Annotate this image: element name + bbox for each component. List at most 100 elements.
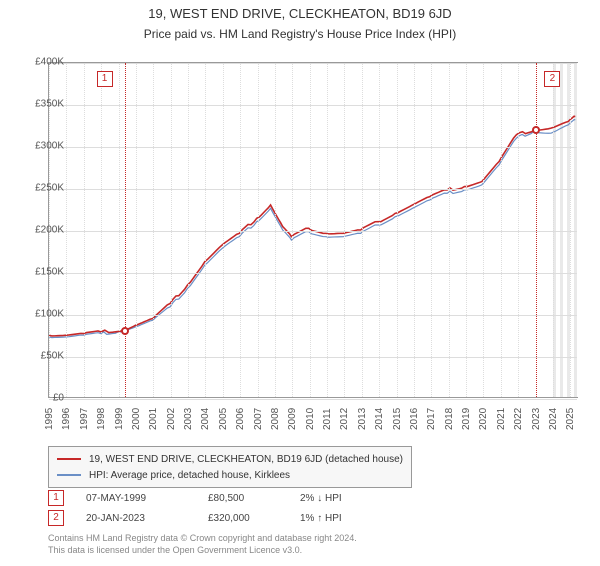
gridline-h [49, 273, 577, 274]
x-axis-label: 2003 [183, 408, 194, 430]
gridline-v [449, 63, 450, 397]
gridline-v [136, 63, 137, 397]
gridline-v [310, 63, 311, 397]
chart-title: 19, WEST END DRIVE, CLECKHEATON, BD19 6J… [0, 6, 600, 21]
event-number-box: 2 [48, 510, 64, 526]
gridline-h [49, 63, 577, 64]
event-line [536, 63, 537, 397]
legend-label: 19, WEST END DRIVE, CLECKHEATON, BD19 6J… [89, 454, 403, 465]
x-axis-label: 2013 [357, 408, 368, 430]
series-address [49, 116, 575, 336]
y-axis-label: £0 [53, 393, 64, 404]
x-axis-label: 2017 [426, 408, 437, 430]
gridline-v [205, 63, 206, 397]
chart-subtitle: Price paid vs. HM Land Registry's House … [0, 27, 600, 41]
gridline-v [240, 63, 241, 397]
legend-label: HPI: Average price, detached house, Kirk… [89, 470, 290, 481]
x-axis-label: 2007 [253, 408, 264, 430]
x-axis-label: 2002 [166, 408, 177, 430]
x-axis-label: 2011 [322, 408, 333, 430]
x-axis-label: 1997 [79, 408, 90, 430]
gridline-v [292, 63, 293, 397]
gridline-v [153, 63, 154, 397]
event-number-box: 1 [48, 490, 64, 506]
footer-attribution: Contains HM Land Registry data © Crown c… [48, 532, 357, 556]
x-axis-label: 2000 [131, 408, 142, 430]
event-date: 20-JAN-2023 [86, 513, 186, 524]
gridline-v [466, 63, 467, 397]
event-marker [532, 126, 540, 134]
y-axis-label: £250K [35, 183, 64, 194]
gridline-v [258, 63, 259, 397]
gridline-v [379, 63, 380, 397]
legend-swatch [57, 458, 81, 460]
gridline-v [171, 63, 172, 397]
chart-container: 19, WEST END DRIVE, CLECKHEATON, BD19 6J… [0, 6, 600, 566]
gridline-h [49, 231, 577, 232]
x-axis-label: 2008 [270, 408, 281, 430]
gridline-h [49, 357, 577, 358]
gridline-v [570, 63, 571, 397]
x-axis-label: 2020 [478, 408, 489, 430]
legend-row: 19, WEST END DRIVE, CLECKHEATON, BD19 6J… [57, 451, 403, 467]
legend-swatch [57, 474, 81, 476]
legend: 19, WEST END DRIVE, CLECKHEATON, BD19 6J… [48, 446, 412, 488]
x-axis-label: 2019 [461, 408, 472, 430]
x-axis-label: 2012 [339, 408, 350, 430]
x-axis-label: 2021 [496, 408, 507, 430]
event-marker [121, 327, 129, 335]
gridline-v [275, 63, 276, 397]
event-label-box: 2 [544, 71, 560, 87]
y-axis-label: £200K [35, 225, 64, 236]
x-axis-label: 2016 [409, 408, 420, 430]
event-table: 1 07-MAY-1999 £80,500 2% ↓ HPI 2 20-JAN-2023 £… [48, 490, 558, 530]
gridline-v [223, 63, 224, 397]
x-axis-label: 2024 [548, 408, 559, 430]
event-line [125, 63, 126, 397]
x-axis-label: 1999 [114, 408, 125, 430]
series-hpi [49, 120, 575, 338]
gridline-v [84, 63, 85, 397]
x-axis-label: 2018 [444, 408, 455, 430]
gridline-h [49, 105, 577, 106]
y-axis-label: £350K [35, 99, 64, 110]
footer-line-2: This data is licensed under the Open Gov… [48, 544, 357, 556]
gridline-v [518, 63, 519, 397]
event-date: 07-MAY-1999 [86, 493, 186, 504]
x-axis-label: 2022 [513, 408, 524, 430]
gridline-v [483, 63, 484, 397]
y-axis-label: £150K [35, 267, 64, 278]
gridline-v [553, 63, 554, 397]
gridline-v [327, 63, 328, 397]
y-axis-label: £50K [41, 351, 64, 362]
gridline-v [414, 63, 415, 397]
legend-row: HPI: Average price, detached house, Kirk… [57, 467, 403, 483]
x-axis-label: 2001 [148, 408, 159, 430]
x-axis-label: 1996 [61, 408, 72, 430]
gridline-v [362, 63, 363, 397]
event-row: 1 07-MAY-1999 £80,500 2% ↓ HPI [48, 490, 558, 506]
event-price: £320,000 [208, 513, 278, 524]
event-row: 2 20-JAN-2023 £320,000 1% ↑ HPI [48, 510, 558, 526]
event-price: £80,500 [208, 493, 278, 504]
y-axis-label: £300K [35, 141, 64, 152]
event-label-box: 1 [97, 71, 113, 87]
x-axis-label: 2025 [565, 408, 576, 430]
event-delta: 2% ↓ HPI [300, 493, 342, 504]
gridline-h [49, 147, 577, 148]
gridline-v [431, 63, 432, 397]
gridline-v [101, 63, 102, 397]
gridline-v [397, 63, 398, 397]
event-delta: 1% ↑ HPI [300, 513, 342, 524]
x-axis-label: 2023 [531, 408, 542, 430]
gridline-h [49, 189, 577, 190]
x-axis-label: 2014 [374, 408, 385, 430]
y-axis-label: £400K [35, 57, 64, 68]
y-axis-label: £100K [35, 309, 64, 320]
plot-area: 12 [48, 62, 578, 398]
gridline-h [49, 399, 577, 400]
gridline-h [49, 315, 577, 316]
x-axis-label: 2015 [392, 408, 403, 430]
x-axis-label: 2009 [287, 408, 298, 430]
x-axis-label: 1995 [44, 408, 55, 430]
